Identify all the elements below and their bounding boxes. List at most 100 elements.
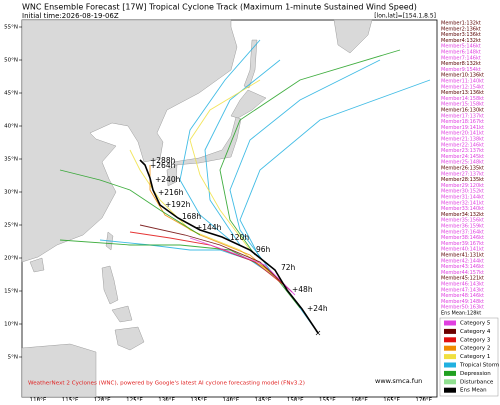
lon-label: 130°E	[158, 398, 175, 402]
member-entry: Member20:141kt	[441, 131, 484, 137]
member-entry: Member47:143kt	[441, 287, 484, 293]
member-entry: Member13:136kt	[441, 90, 484, 96]
member-entry: Member17:137kt	[441, 113, 484, 119]
member-entry: Member9:154kt	[441, 67, 481, 73]
legend-label: Category 2	[460, 346, 490, 352]
legend-swatch	[444, 320, 456, 326]
member-entry: Member2:136kt	[441, 26, 481, 32]
legend-swatch	[444, 387, 456, 393]
member-entry: Member32:141kt	[441, 200, 484, 206]
lon-label: 115°E	[62, 398, 79, 402]
member-entry: Member44:157kt	[441, 270, 484, 276]
lon-label: 170°E	[415, 398, 432, 402]
legend-label: Tropical Storm	[459, 363, 499, 369]
lon-label: 120°E	[94, 398, 111, 402]
time-label: +288h	[150, 156, 176, 165]
member-entry: Member4:132kt	[441, 38, 481, 44]
member-entry: Member21:138kt	[441, 137, 484, 143]
lat-label: 55°N	[4, 25, 18, 31]
member-entry: Member26:135kt	[441, 166, 484, 172]
time-label: 72h	[281, 263, 296, 272]
member-entry: Member24:145kt	[441, 154, 484, 160]
lon-label: 125°E	[126, 398, 143, 402]
lat-label: 40°N	[4, 124, 18, 130]
legend-swatch	[444, 354, 456, 360]
lon-label: 155°E	[319, 398, 336, 402]
member-entry: Member30:152kt	[441, 189, 484, 195]
legend-swatch	[444, 328, 456, 334]
time-label: +192h	[165, 200, 191, 209]
member-entry: Member34:132kt	[441, 212, 484, 218]
title: WNC Ensemble Forecast [17W] Tropical Cyc…	[22, 3, 417, 12]
time-label: +144h	[196, 223, 222, 232]
member-entry: Member10:136kt	[441, 73, 484, 79]
legend-label: Category 3	[460, 337, 491, 343]
lon-label: 165°E	[383, 398, 400, 402]
time-labels: +24h +48h 72h 96h 120h +144h 168h +192h +216h +24…	[150, 156, 328, 313]
member-entry: Member22:146kt	[441, 142, 484, 148]
position: [lon,lat]=[154.1,8.5]	[374, 13, 436, 20]
lat-label: 10°N	[4, 322, 18, 328]
legend-swatch	[444, 337, 456, 343]
website: www.smca.fun	[375, 377, 422, 385]
lon-label: 145°E	[255, 398, 272, 402]
lat-label: 50°N	[4, 58, 18, 64]
lat-label: 30°N	[4, 190, 18, 196]
lon-ticks: 110°E 115°E 120°E 125°E 130°E 135°E 140°E 145°E…	[30, 397, 433, 404]
lon-label: 140°E	[223, 398, 240, 402]
member-entry: Member15:158kt	[441, 102, 484, 108]
member-entry: Member12:154kt	[441, 84, 484, 90]
member-entry: Member38:146kt	[441, 235, 484, 241]
time-label: +240h	[155, 175, 181, 184]
legend-swatch	[444, 362, 456, 368]
lat-label: 20°N	[4, 256, 18, 262]
member-entry: Member6:148kt	[441, 50, 481, 56]
member-entry: Member43:146kt	[441, 264, 484, 270]
member-entry: Member25:148kt	[441, 160, 484, 166]
member-entry: Member29:120kt	[441, 183, 484, 189]
lat-label: 25°N	[4, 223, 18, 229]
credit: WeatherNext 2 Cyclones (WNC), powered by…	[28, 381, 305, 387]
legend-swatch	[444, 345, 456, 351]
lon-label: 135°E	[190, 398, 207, 402]
member-entry: Member7:146kt	[441, 55, 481, 61]
member-entry: Member28:135kt	[441, 177, 484, 183]
member-entry: Member11:140kt	[441, 79, 484, 85]
member-entry: Member1:132kt	[441, 21, 481, 27]
legend-label: Category 5	[460, 321, 491, 327]
lat-label: 5°N	[8, 355, 18, 361]
map: ×	[21, 19, 438, 398]
legend-label: Category 4	[460, 329, 491, 335]
member-entry: Member3:136kt	[441, 32, 481, 38]
member-entry: Ens Mean:128kt	[441, 311, 481, 317]
member-entry: Member5:146kt	[441, 44, 481, 50]
time-label: +48h	[292, 285, 313, 294]
member-list: Member1:132ktMember2:136ktMember3:136ktM…	[441, 21, 484, 317]
time-label: +264h	[150, 161, 176, 170]
member-entry: Member36:159kt	[441, 224, 484, 230]
legend-swatch	[444, 379, 456, 385]
member-entry: Member18:167kt	[441, 119, 484, 125]
legend-label: Ens Mean	[460, 388, 487, 394]
member-entry: Member19:141kt	[441, 125, 484, 131]
lat-label: 35°N	[4, 157, 18, 163]
legend-swatch	[444, 370, 456, 376]
lat-label: 15°N	[4, 289, 18, 295]
legend-label: Disturbance	[460, 379, 494, 385]
start-marker: ×	[315, 329, 322, 338]
member-entry: Member41:131kt	[441, 253, 484, 259]
member-entry: Member27:137kt	[441, 171, 484, 177]
lat-label: 45°N	[4, 91, 18, 97]
member-entry: Member35:156kt	[441, 218, 484, 224]
member-entry: Member49:148kt	[441, 299, 484, 305]
member-entry: Member39:167kt	[441, 241, 484, 247]
legend-label: Depression	[460, 371, 491, 377]
member-entry: Member8:132kt	[441, 61, 481, 67]
member-entry: Member14:158kt	[441, 96, 484, 102]
legend: Category 5 Category 4 Category 3 Category 2…	[444, 320, 499, 394]
time-label: +216h	[158, 188, 184, 197]
member-entry: Member33:140kt	[441, 206, 484, 212]
member-entry: Member23:137kt	[441, 148, 484, 154]
time-label: 96h	[256, 245, 271, 254]
